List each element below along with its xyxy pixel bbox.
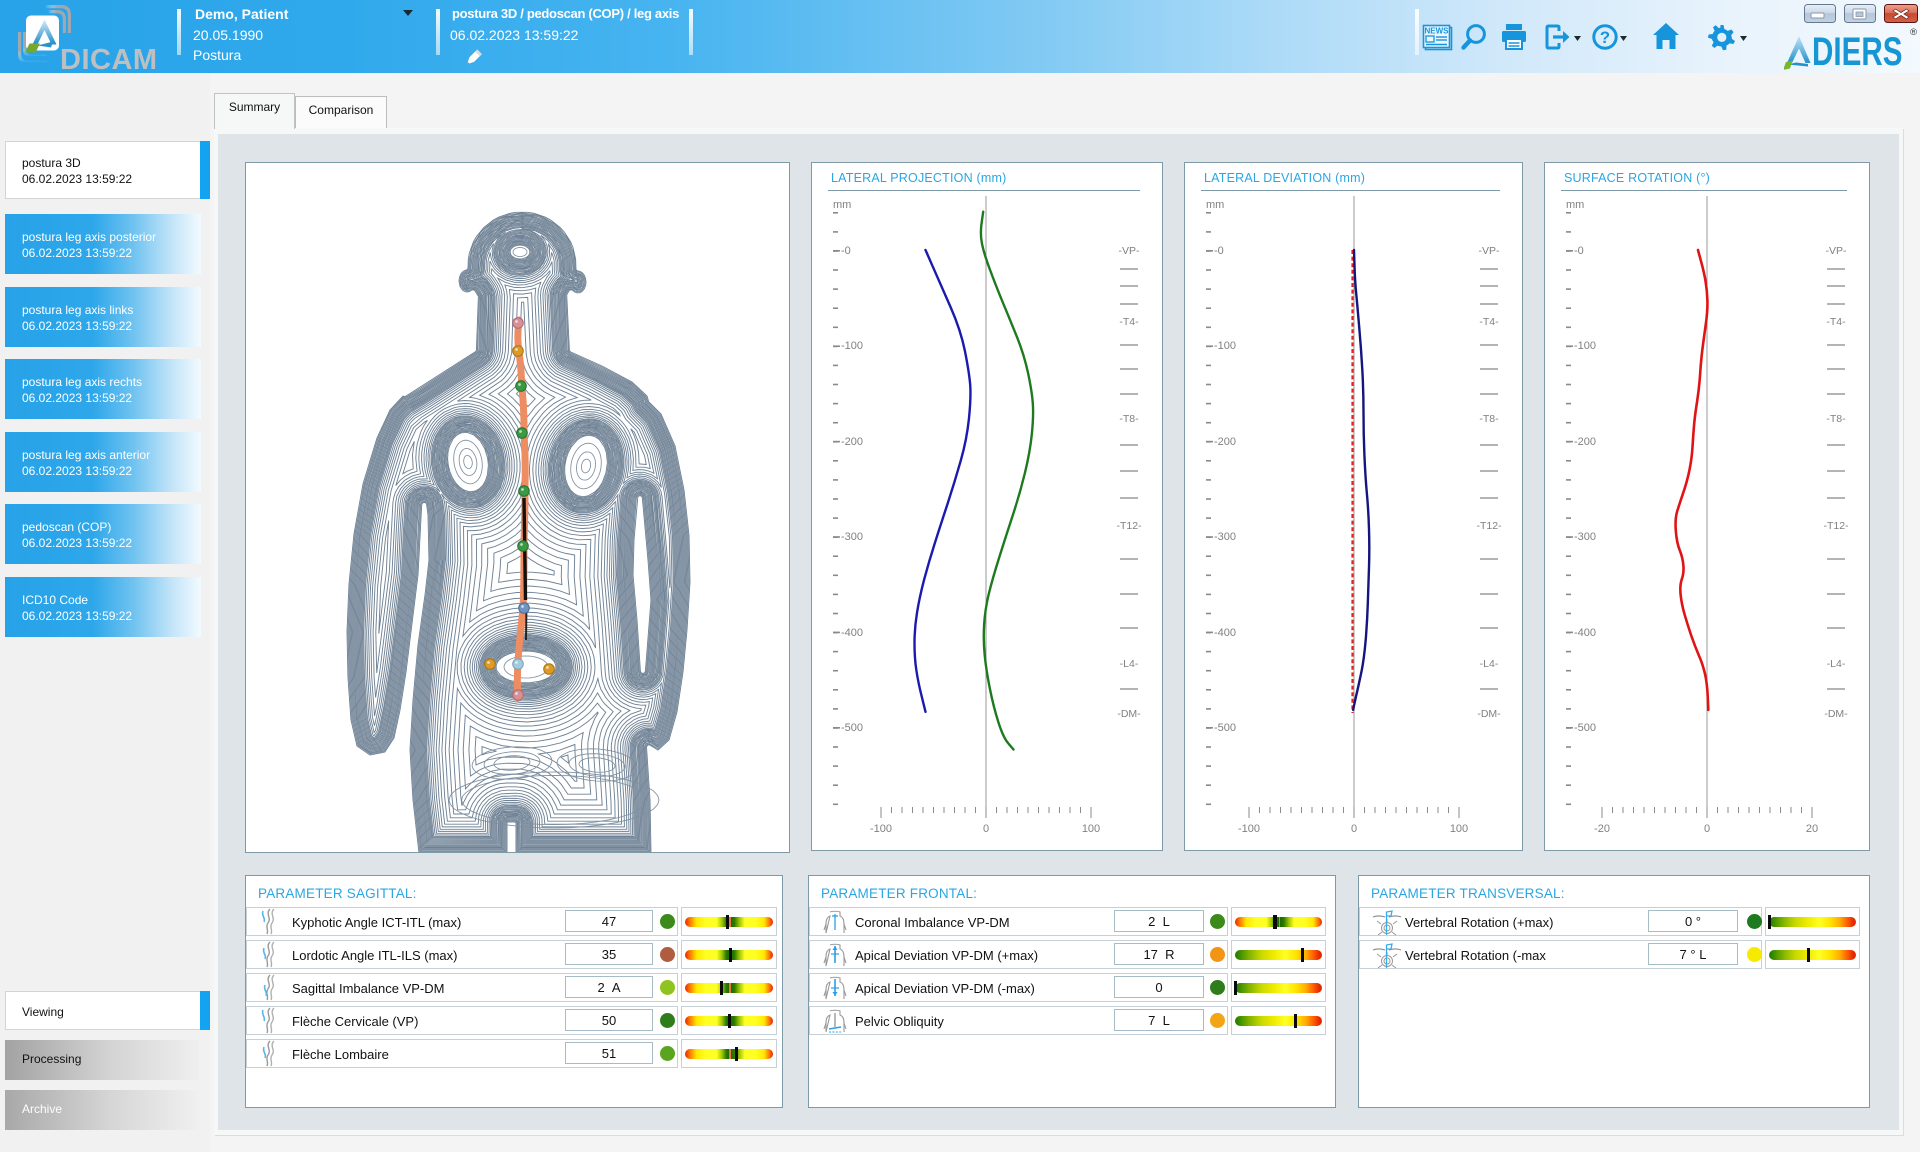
svg-text:-VP-: -VP- [1479,245,1501,257]
svg-text:-L4-: -L4- [1120,658,1139,670]
svg-text:-0: -0 [841,245,851,257]
svg-text:®: ® [1910,27,1917,38]
svg-text:-T8-: -T8- [1826,413,1846,425]
svg-text:-DM-: -DM- [1477,708,1501,720]
svg-text:-DM-: -DM- [1824,708,1848,720]
svg-text:-T4-: -T4- [1479,316,1499,328]
svg-text:-400: -400 [1214,627,1236,639]
svg-text:-DM-: -DM- [1117,708,1141,720]
svg-text:mm: mm [1206,199,1224,211]
svg-text:100: 100 [1082,823,1100,835]
svg-text:-100: -100 [870,823,892,835]
svg-text:-400: -400 [1574,627,1596,639]
svg-text:-100: -100 [1574,340,1596,352]
svg-text:0: 0 [983,823,989,835]
svg-text:-400: -400 [841,627,863,639]
svg-text:NEWS: NEWS [1425,27,1450,36]
svg-text:-T8-: -T8- [1119,413,1139,425]
svg-text:-200: -200 [1214,436,1236,448]
svg-text:-300: -300 [841,531,863,543]
svg-text:-300: -300 [1214,531,1236,543]
svg-text:-L4-: -L4- [1827,658,1846,670]
svg-text:-T12-: -T12- [1476,520,1502,532]
svg-text:-20: -20 [1594,823,1610,835]
svg-text:-T12-: -T12- [1116,520,1142,532]
svg-text:-100: -100 [841,340,863,352]
svg-text:-500: -500 [841,722,863,734]
svg-text:-L4-: -L4- [1480,658,1499,670]
svg-text:0: 0 [1704,823,1710,835]
svg-text:-200: -200 [841,436,863,448]
svg-text:-VP-: -VP- [1826,245,1848,257]
svg-text:mm: mm [833,199,851,211]
svg-text:-T4-: -T4- [1119,316,1139,328]
svg-text:mm: mm [1566,199,1584,211]
svg-text:-200: -200 [1574,436,1596,448]
svg-text:-T8-: -T8- [1479,413,1499,425]
svg-text:-0: -0 [1214,245,1224,257]
svg-text:-VP-: -VP- [1119,245,1141,257]
svg-text:-0: -0 [1574,245,1584,257]
svg-text:-100: -100 [1214,340,1236,352]
svg-text:-100: -100 [1238,823,1260,835]
svg-text:-T12-: -T12- [1823,520,1849,532]
svg-text:DIERS: DIERS [1812,30,1902,70]
svg-text:-500: -500 [1214,722,1236,734]
svg-text:-T4-: -T4- [1826,316,1846,328]
svg-text:-300: -300 [1574,531,1596,543]
svg-text:-500: -500 [1574,722,1596,734]
svg-text:100: 100 [1450,823,1468,835]
svg-text:20: 20 [1806,823,1818,835]
svg-text:?: ? [1600,28,1610,47]
svg-text:0: 0 [1351,823,1357,835]
